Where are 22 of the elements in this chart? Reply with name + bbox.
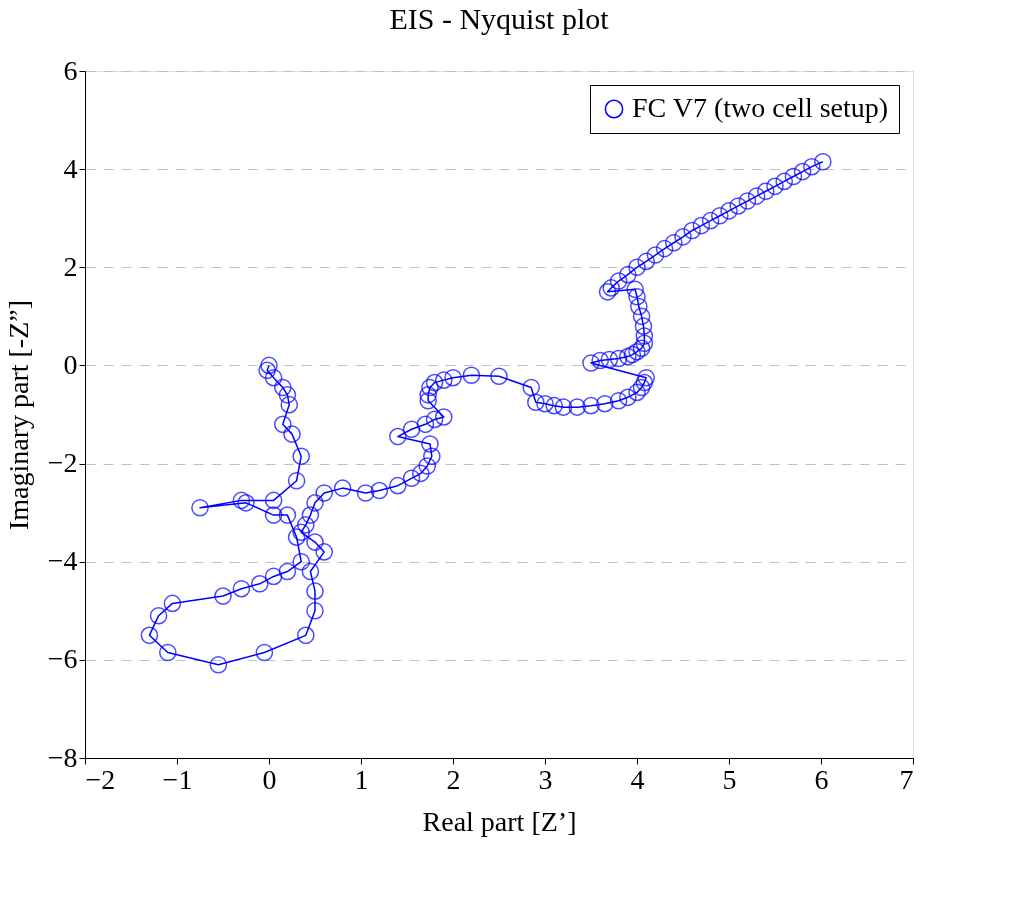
y-tick-label: −4: [47, 545, 78, 577]
y-tick-label: 4: [63, 152, 78, 184]
x-axis-title: Real part [Z’]: [422, 805, 577, 837]
y-tick-label: 0: [63, 348, 78, 380]
y-tick-label: −2: [47, 447, 78, 479]
y-tick-label: 6: [63, 54, 78, 86]
y-axis-title: Imaginary part [-Z”]: [2, 299, 34, 531]
x-tick-label: 7: [899, 763, 914, 795]
x-tick-label: −1: [162, 763, 193, 795]
x-tick-label: 6: [814, 763, 829, 795]
x-tick-label: 0: [262, 763, 277, 795]
y-tick-label: −8: [47, 741, 78, 773]
x-tick-label: 4: [630, 763, 645, 795]
x-tick-label: 2: [446, 763, 461, 795]
x-tick-label: 5: [722, 763, 737, 795]
x-tick-label: −2: [85, 763, 116, 795]
chart-title: EIS - Nyquist plot: [389, 2, 610, 35]
legend-label: FC V7 (two cell setup): [632, 92, 889, 123]
y-tick-label: 2: [63, 250, 78, 282]
y-tick-label: −6: [47, 643, 78, 675]
x-tick-label: 3: [538, 763, 553, 795]
x-tick-label: 1: [354, 763, 369, 795]
